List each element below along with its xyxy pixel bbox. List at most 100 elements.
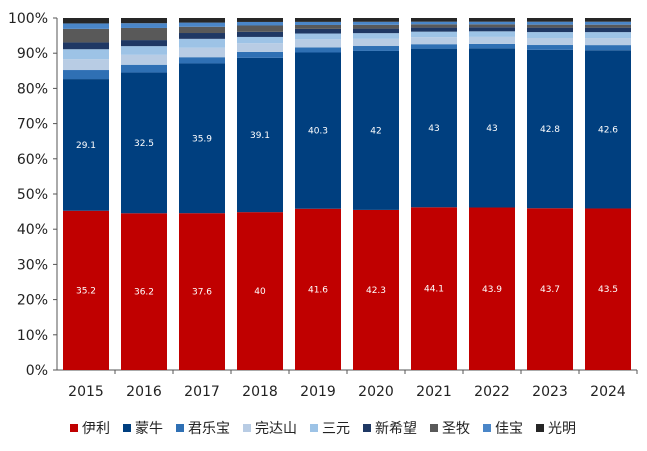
bar-segment — [121, 40, 167, 47]
legend-swatch — [123, 424, 131, 432]
legend-swatch — [310, 424, 318, 432]
x-tick-label: 2016 — [126, 384, 162, 400]
y-tick-label: 60% — [17, 152, 48, 168]
y-tick-label: 100% — [8, 11, 48, 27]
bar-segment — [353, 33, 399, 39]
data-label: 35.9 — [192, 134, 212, 144]
bar-segment — [585, 50, 631, 209]
bar-segment — [469, 21, 515, 25]
data-label: 43.9 — [482, 285, 502, 295]
bar-segment — [585, 27, 631, 33]
data-label: 36.2 — [134, 288, 154, 298]
x-tick-label: 2018 — [242, 384, 278, 400]
bar-segment — [237, 21, 283, 26]
legend-swatch — [70, 424, 78, 432]
legend-label: 完达山 — [255, 421, 297, 437]
bar-segment — [353, 46, 399, 51]
bar-segment — [237, 43, 283, 52]
bar-segment — [121, 213, 167, 370]
bar-segment — [179, 33, 225, 39]
legend-swatch — [243, 424, 251, 432]
bar-segment — [237, 25, 283, 32]
bar-segment — [411, 31, 457, 38]
bar-segment — [353, 209, 399, 370]
bar-segment — [469, 48, 515, 208]
bar-segment — [121, 46, 167, 55]
bar-segment — [585, 32, 631, 39]
bar-segment — [353, 24, 399, 29]
x-tick-label: 2017 — [184, 384, 220, 400]
legend-label: 三元 — [322, 421, 350, 437]
bar-segment — [469, 18, 515, 22]
legend-swatch — [363, 424, 371, 432]
bar-segment — [411, 21, 457, 25]
bar-segment — [585, 18, 631, 22]
bar-segment — [585, 45, 631, 51]
bar-segment — [63, 23, 109, 29]
bar-segment — [353, 38, 399, 47]
data-label: 43.7 — [540, 285, 560, 295]
bar-segment — [411, 18, 457, 22]
bar-segment — [411, 44, 457, 49]
legend-swatch — [430, 424, 438, 432]
bar-segment — [63, 70, 109, 80]
bar-segment — [63, 42, 109, 50]
bar-segment — [237, 36, 283, 44]
y-tick-label: 20% — [17, 293, 48, 309]
data-label: 43 — [486, 124, 497, 134]
bar-segment — [179, 26, 225, 34]
y-tick-label: 50% — [17, 187, 48, 203]
x-tick-label: 2015 — [68, 384, 104, 400]
bar-segment — [527, 32, 573, 38]
bar-segment — [63, 59, 109, 71]
x-tick-label: 2023 — [532, 384, 568, 400]
bar-segment — [121, 23, 167, 28]
y-tick-label: 90% — [17, 46, 48, 62]
data-label: 40 — [254, 287, 266, 297]
bar-segment — [411, 27, 457, 32]
bar-segment — [179, 57, 225, 64]
bar-segment — [585, 38, 631, 46]
data-label: 35.2 — [76, 286, 96, 296]
y-tick-label: 10% — [17, 328, 48, 344]
bar-segment — [121, 54, 167, 65]
bar-segment — [295, 28, 341, 34]
y-tick-label: 0% — [26, 363, 48, 379]
bar-segment — [353, 50, 399, 210]
data-label: 40.3 — [308, 127, 328, 137]
bar-segment — [469, 31, 515, 37]
bar-segment — [353, 21, 399, 25]
legend-label: 光明 — [548, 421, 576, 437]
legend-label: 圣牧 — [442, 421, 470, 437]
x-tick-label: 2022 — [474, 384, 510, 400]
bar-segment — [295, 18, 341, 22]
legend-swatch — [483, 424, 491, 432]
bar-segment — [237, 57, 283, 213]
data-label: 43 — [428, 124, 439, 134]
x-tick-label: 2020 — [358, 384, 394, 400]
bar-segment — [585, 24, 631, 28]
bar-segment — [121, 72, 167, 214]
bar-segment — [527, 49, 573, 209]
bar-segment — [63, 210, 109, 370]
bar-segment — [353, 28, 399, 34]
bar-segment — [295, 208, 341, 370]
bar-segment — [527, 45, 573, 50]
data-label: 32.5 — [134, 139, 154, 149]
data-label: 37.6 — [192, 288, 212, 298]
bar-segment — [179, 47, 225, 58]
bar-segment — [237, 212, 283, 370]
legend-label: 新希望 — [375, 421, 417, 437]
bar-segment — [411, 37, 457, 45]
bar-segment — [527, 27, 573, 33]
bar-segment — [63, 49, 109, 60]
bar-segment — [295, 33, 341, 40]
legend-label: 佳宝 — [495, 421, 523, 437]
data-label: 42.3 — [366, 286, 386, 296]
bar-segment — [411, 48, 457, 208]
bar-segment — [63, 79, 109, 211]
legend-swatch — [536, 424, 544, 432]
bar-segment — [527, 18, 573, 22]
bar-segment — [469, 36, 515, 44]
